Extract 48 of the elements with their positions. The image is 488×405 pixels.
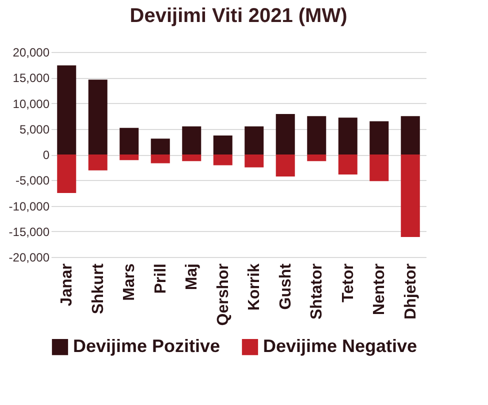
y-tick-label: 15,000 [12,71,50,86]
bar [57,154,76,193]
y-tick-label: 10,000 [12,96,50,111]
bar [244,154,264,168]
x-tick-label: Korrik [246,263,264,311]
y-tick-label: 0 [42,148,50,162]
bar [307,154,326,162]
bar [370,154,389,182]
bar [57,65,76,154]
bar [88,80,108,154]
bar [400,154,420,238]
legend-label: Devijime Negative [263,336,418,356]
bar [213,136,232,154]
x-tick-label: Maj [184,264,201,290]
bar [120,154,139,160]
x-tick-label: Tetor [340,264,357,302]
y-tick-label: -10,000 [8,199,50,214]
x-tick-label: Gusht [277,262,294,310]
y-tick-label: -15,000 [8,224,50,239]
bar [182,154,202,162]
bar [150,138,170,154]
bar [400,116,420,154]
bar [88,154,108,170]
x-tick-label: Mars [121,263,138,301]
bar [120,128,139,154]
y-tick-label: 20,000 [12,46,50,60]
bar [276,114,295,154]
bar [182,126,202,154]
legend-label: Devijime Pozitive [73,336,220,356]
x-tick-label: Qershor [214,264,232,326]
x-tick-label: Shtator [308,264,326,320]
bar [276,154,295,177]
bar [338,154,358,174]
x-tick-label: Prill [152,264,170,294]
bar [338,118,358,154]
bar [307,116,326,154]
x-tick-label: Shkurt [90,262,107,314]
bar [244,126,264,154]
x-tick-label: Janar [58,264,76,306]
y-tick-label: -20,000 [8,250,50,264]
bar [213,154,232,166]
x-tick-label: Nentor [371,264,388,316]
y-tick-label: 5,000 [19,122,50,136]
y-tick-label: -5,000 [15,174,50,188]
chart-title: Devijimi Viti 2021 (MW) [130,5,348,27]
x-tick-label: Dhjetor [402,264,420,320]
bar [150,154,170,164]
bar [370,121,389,154]
